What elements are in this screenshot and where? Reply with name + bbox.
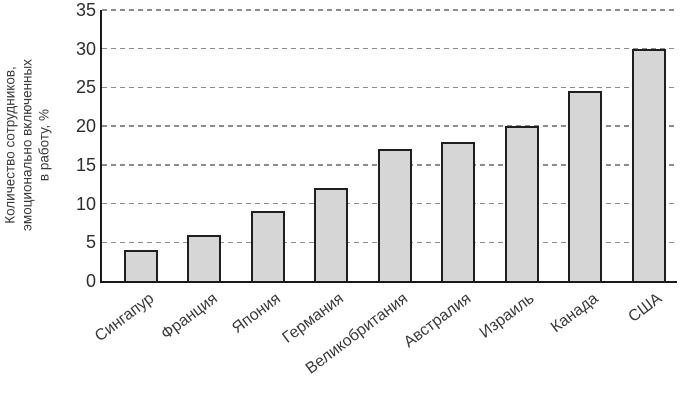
bar-Сингапур — [123, 250, 158, 281]
bar-Израиль — [504, 126, 539, 281]
gridline-35 — [102, 9, 677, 11]
gridline-25 — [102, 86, 677, 89]
x-axis-label-Австралия: Австралия — [400, 290, 475, 352]
y-tick-label-35: 35 — [75, 0, 96, 20]
y-tick-label-0: 0 — [85, 271, 96, 291]
x-axis-label-Франция: Франция — [157, 290, 221, 344]
bar-Франция — [187, 234, 222, 281]
bar-США — [631, 48, 666, 281]
y-tick-label-10: 10 — [75, 193, 96, 214]
x-axis-label-Сингапур: Сингапур — [91, 290, 157, 346]
y-tick-label-25: 25 — [75, 77, 96, 98]
plot-area — [100, 9, 677, 283]
x-axis-label-Канада: Канада — [547, 290, 602, 337]
bar-Германия — [314, 188, 349, 281]
y-tick-label-20: 20 — [75, 116, 96, 137]
x-axis-label-Япония: Япония — [229, 290, 284, 338]
bar-Япония — [250, 211, 285, 281]
bar-Великобритания — [377, 149, 412, 281]
y-tick-label-5: 5 — [85, 232, 96, 253]
y-tick-label-30: 30 — [75, 38, 96, 59]
bar-Канада — [568, 91, 603, 281]
bar-Австралия — [441, 141, 476, 281]
y-tick-label-15: 15 — [75, 154, 96, 175]
y-axis-title-line: Количество сотрудников, — [2, 66, 18, 224]
gridline-30 — [102, 47, 677, 50]
gridline-20 — [102, 125, 677, 127]
x-axis-label-Израиль: Израиль — [477, 290, 538, 342]
x-axis-label-США: США — [625, 290, 665, 326]
